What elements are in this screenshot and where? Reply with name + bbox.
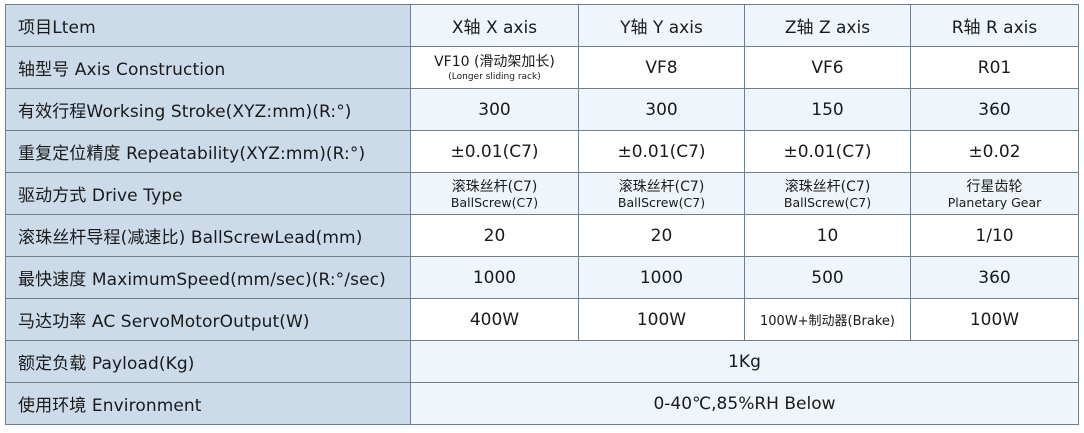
cell-ballscrew-lead-x: 20 [410, 214, 579, 257]
cell-drive-type-r: 行星齿轮 Planetary Gear [910, 172, 1079, 215]
cell-working-stroke-z: 150 [744, 88, 911, 131]
cell-motor-output-z: 100W+制动器(Brake) [744, 298, 911, 341]
cell-payload-value: 1Kg [410, 340, 1079, 383]
drive-type-x-cn: 滚珠丝杆(C7) [451, 178, 538, 195]
cell-axis-construction-z: VF6 [744, 46, 911, 89]
row-label-payload: 额定负载 Payload(Kg) [5, 340, 411, 383]
cell-max-speed-y: 1000 [578, 256, 745, 299]
table-row-payload: 额定负载 Payload(Kg) 1Kg [5, 340, 1079, 383]
cell-axis-construction-r: R01 [910, 46, 1079, 89]
axis-construction-x-main: VF10 (滑动架加长) [434, 53, 555, 70]
row-label-ballscrew-lead: 滚珠丝杆导程(减速比) BallScrewLead(mm) [5, 214, 411, 257]
cell-working-stroke-r: 360 [910, 88, 1079, 131]
cell-repeatability-r: ±0.02 [910, 130, 1079, 173]
drive-type-y-cn: 滚珠丝杆(C7) [618, 178, 705, 195]
header-z-axis: Z轴 Z axis [744, 4, 911, 47]
drive-type-z-en: BallScrew(C7) [783, 194, 872, 210]
cell-axis-construction-x: VF10 (滑动架加长) (Longer sliding rack) [410, 46, 579, 89]
table-row-working-stroke: 有效行程Worksing Stroke(XYZ:mm)(R:°) 300 300… [5, 88, 1079, 131]
cell-ballscrew-lead-y: 20 [578, 214, 745, 257]
table-row-max-speed: 最快速度 MaximumSpeed(mm/sec)(R:°/sec) 1000 … [5, 256, 1079, 299]
cell-repeatability-z: ±0.01(C7) [744, 130, 911, 173]
table-row-drive-type: 驱动方式 Drive Type 滚珠丝杆(C7) BallScrew(C7) 滚… [5, 172, 1079, 215]
row-label-drive-type: 驱动方式 Drive Type [5, 172, 411, 215]
cell-repeatability-x: ±0.01(C7) [410, 130, 579, 173]
cell-drive-type-z: 滚珠丝杆(C7) BallScrew(C7) [744, 172, 911, 215]
header-x-axis: X轴 X axis [410, 4, 579, 47]
cell-motor-output-x: 400W [410, 298, 579, 341]
cell-motor-output-y: 100W [578, 298, 745, 341]
cell-max-speed-x: 1000 [410, 256, 579, 299]
header-y-axis: Y轴 Y axis [578, 4, 745, 47]
drive-type-r-cn: 行星齿轮 [966, 178, 1023, 195]
table-row-repeatability: 重复定位精度 Repeatability(XYZ:mm)(R:°) ±0.01(… [5, 130, 1079, 173]
cell-ballscrew-lead-r: 1/10 [910, 214, 1079, 257]
drive-type-y-en: BallScrew(C7) [617, 194, 706, 210]
motor-output-z-text: 100W+制动器(Brake) [760, 313, 895, 329]
axis-construction-x-sub: (Longer sliding rack) [448, 71, 541, 82]
drive-type-r-en: Planetary Gear [947, 194, 1042, 210]
cell-working-stroke-y: 300 [578, 88, 745, 131]
table-row-axis-construction: 轴型号 Axis Construction VF10 (滑动架加长) (Long… [5, 46, 1079, 89]
header-item-cell: 项目Ltem [5, 4, 411, 47]
row-label-working-stroke: 有效行程Worksing Stroke(XYZ:mm)(R:°) [5, 88, 411, 131]
spec-table: 项目Ltem X轴 X axis Y轴 Y axis Z轴 Z axis R轴 … [5, 4, 1079, 425]
cell-drive-type-y: 滚珠丝杆(C7) BallScrew(C7) [578, 172, 745, 215]
spec-table-container: 项目Ltem X轴 X axis Y轴 Y axis Z轴 Z axis R轴 … [5, 4, 1079, 425]
row-label-axis-construction: 轴型号 Axis Construction [5, 46, 411, 89]
drive-type-x-en: BallScrew(C7) [450, 194, 539, 210]
cell-ballscrew-lead-z: 10 [744, 214, 911, 257]
drive-type-z-cn: 滚珠丝杆(C7) [784, 178, 871, 195]
cell-max-speed-z: 500 [744, 256, 911, 299]
cell-environment-value: 0-40℃,85%RH Below [410, 382, 1079, 425]
header-r-axis: R轴 R axis [910, 4, 1079, 47]
table-row-environment: 使用环境 Environment 0-40℃,85%RH Below [5, 382, 1079, 425]
row-label-repeatability: 重复定位精度 Repeatability(XYZ:mm)(R:°) [5, 130, 411, 173]
table-row-header: 项目Ltem X轴 X axis Y轴 Y axis Z轴 Z axis R轴 … [5, 4, 1079, 47]
cell-repeatability-y: ±0.01(C7) [578, 130, 745, 173]
table-row-ballscrew-lead: 滚珠丝杆导程(减速比) BallScrewLead(mm) 20 20 10 1… [5, 214, 1079, 257]
row-label-max-speed: 最快速度 MaximumSpeed(mm/sec)(R:°/sec) [5, 256, 411, 299]
row-label-environment: 使用环境 Environment [5, 382, 411, 425]
cell-max-speed-r: 360 [910, 256, 1079, 299]
cell-axis-construction-y: VF8 [578, 46, 745, 89]
cell-motor-output-r: 100W [910, 298, 1079, 341]
cell-drive-type-x: 滚珠丝杆(C7) BallScrew(C7) [410, 172, 579, 215]
row-label-motor-output: 马达功率 AC ServoMotorOutput(W) [5, 298, 411, 341]
cell-working-stroke-x: 300 [410, 88, 579, 131]
table-row-motor-output: 马达功率 AC ServoMotorOutput(W) 400W 100W 10… [5, 298, 1079, 341]
